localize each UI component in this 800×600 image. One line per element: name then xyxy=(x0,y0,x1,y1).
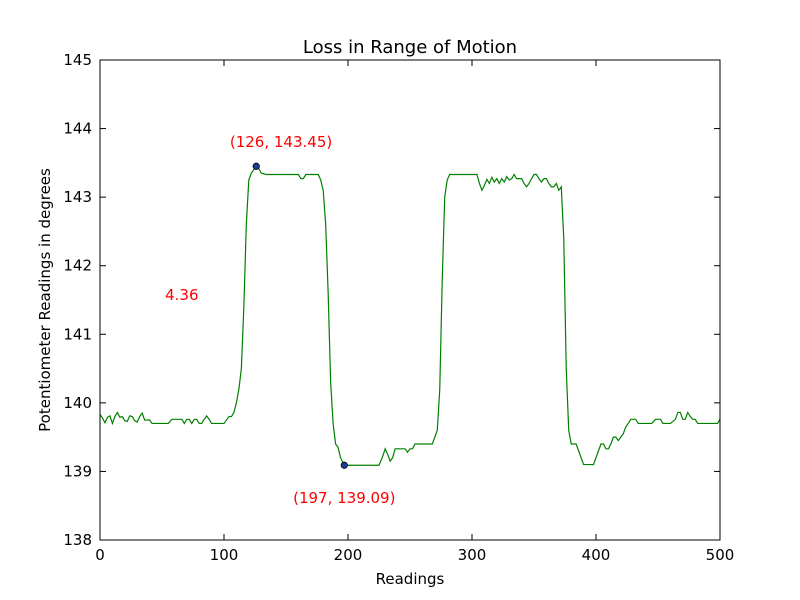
y-axis: 138 139 140 141 142 143 144 145 xyxy=(63,51,720,549)
x-tick-label: 400 xyxy=(582,546,611,564)
chart-title: Loss in Range of Motion xyxy=(303,37,517,58)
y-tick-label: 141 xyxy=(63,325,92,343)
x-tick-label: 100 xyxy=(210,546,239,564)
y-tick-label: 144 xyxy=(63,120,92,138)
x-axis: 0 100 200 300 400 500 xyxy=(95,60,734,564)
y-tick-label: 139 xyxy=(63,462,92,480)
x-tick-label: 300 xyxy=(458,546,487,564)
annotation-label-0: (126, 143.45) xyxy=(230,133,332,151)
annotation-label-1: (197, 139.09) xyxy=(293,489,395,507)
x-tick-label: 500 xyxy=(706,546,735,564)
data-point-marker-1 xyxy=(340,461,348,469)
annotations: (126, 143.45) (197, 139.09) 4.36 xyxy=(165,133,395,507)
y-tick-label: 143 xyxy=(63,188,92,206)
annotation-label-2: 4.36 xyxy=(165,286,198,304)
y-tick-label: 145 xyxy=(63,51,92,69)
y-tick-label: 140 xyxy=(63,394,92,412)
series-line-0 xyxy=(99,165,721,466)
plot-area xyxy=(99,165,721,466)
data-point-marker-0 xyxy=(252,162,260,170)
y-axis-label: Potentiometer Readings in degrees xyxy=(36,168,54,432)
x-tick-label: 200 xyxy=(334,546,363,564)
y-tick-label: 138 xyxy=(63,531,92,549)
x-tick-label: 0 xyxy=(95,546,105,564)
y-tick-label: 142 xyxy=(63,257,92,275)
x-axis-label: Readings xyxy=(376,570,445,588)
highlight-markers xyxy=(252,162,348,469)
plot-frame xyxy=(99,59,721,541)
